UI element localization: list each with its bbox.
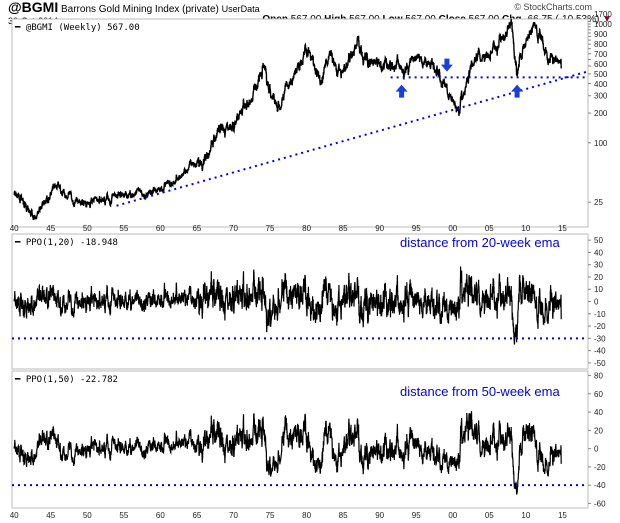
panel-frame-0 xyxy=(11,18,589,228)
x-tick-label: 60 xyxy=(156,511,165,520)
x-tick-label: 40 xyxy=(10,511,19,520)
x-tick-label: 45 xyxy=(46,224,55,233)
y-tick-label: 100 xyxy=(594,139,608,148)
y-tick-label: -40 xyxy=(594,347,606,356)
y-tick-label: 25 xyxy=(594,198,603,207)
x-tick-label: 55 xyxy=(119,511,128,520)
y-tick-label: 30 xyxy=(594,261,603,270)
x-tick-label: 75 xyxy=(266,511,275,520)
x-tick-label: 60 xyxy=(156,224,165,233)
y-tick-label: 500 xyxy=(594,70,608,79)
y-tick-label: 1700 xyxy=(594,10,612,19)
trendline xyxy=(116,70,589,207)
x-tick-label: 10 xyxy=(521,511,530,520)
y-tick-label: -30 xyxy=(594,334,606,343)
x-tick-label: 70 xyxy=(229,511,238,520)
x-tick-label: 00 xyxy=(448,224,457,233)
y-tick-label: 900 xyxy=(594,30,608,39)
up-arrow-icon xyxy=(511,84,524,98)
x-tick-label: 50 xyxy=(83,224,92,233)
y-tick-label: 300 xyxy=(594,92,608,101)
y-tick-label: 20 xyxy=(594,273,603,282)
x-tick-label: 85 xyxy=(339,224,348,233)
x-tick-label: 40 xyxy=(10,224,19,233)
x-tick-label: 95 xyxy=(412,511,421,520)
x-tick-label: 55 xyxy=(119,224,128,233)
y-tick-label: 40 xyxy=(594,408,603,417)
y-tick-label: 50 xyxy=(594,236,603,245)
ppo20-line xyxy=(13,266,562,345)
x-tick-label: 05 xyxy=(485,224,494,233)
legend-ppo20: ━ PPO(1,20) -18.948 xyxy=(15,238,118,248)
ppo50-line xyxy=(13,411,562,495)
y-tick-label: 1000 xyxy=(594,20,612,29)
x-tick-label: 95 xyxy=(412,224,421,233)
y-tick-label: 700 xyxy=(594,50,608,59)
y-tick-label: 400 xyxy=(594,80,608,89)
brand-link[interactable]: © StockCharts.com xyxy=(514,2,592,12)
y-tick-label: -60 xyxy=(594,499,606,508)
x-tick-label: 45 xyxy=(46,511,55,520)
y-tick-label: -10 xyxy=(594,310,606,319)
x-tick-label: 50 xyxy=(83,511,92,520)
legend-ppo50: ━ PPO(1,50) -22.782 xyxy=(15,375,118,385)
y-tick-label: -20 xyxy=(594,322,606,331)
y-tick-label: 10 xyxy=(594,285,603,294)
x-tick-label: 00 xyxy=(448,511,457,520)
x-tick-label: 05 xyxy=(485,511,494,520)
x-tick-label: 80 xyxy=(302,511,311,520)
y-tick-label: -20 xyxy=(594,463,606,472)
price-line xyxy=(13,18,562,221)
chart-title: @BGMI Barrons Gold Mining Index (private… xyxy=(8,0,260,17)
x-tick-label: 15 xyxy=(558,224,567,233)
annotation-50w: distance from 50-week ema xyxy=(400,384,560,399)
legend-ppo20-text: PPO(1,20) -18.948 xyxy=(25,238,118,248)
y-tick-label: 600 xyxy=(594,60,608,69)
legend-ppo50-text: PPO(1,50) -22.782 xyxy=(25,375,118,385)
y-tick-label: 40 xyxy=(594,248,603,257)
x-tick-label: 15 xyxy=(558,511,567,520)
x-tick-label: 85 xyxy=(339,511,348,520)
legend-price: ━ @BGMI (Weekly) 567.00 xyxy=(15,23,140,33)
up-arrow-icon xyxy=(395,84,408,98)
y-tick-label: 800 xyxy=(594,40,608,49)
x-tick-label: 80 xyxy=(302,224,311,233)
y-tick-label: 0 xyxy=(594,298,599,307)
down-triangle-icon: ▼ xyxy=(602,14,612,25)
y-tick-label: 60 xyxy=(594,390,603,399)
x-tick-label: 90 xyxy=(375,511,384,520)
symbol: @BGMI xyxy=(8,0,59,15)
index-name: Barrons Gold Mining Index (private) xyxy=(60,4,219,15)
data-source: UserData xyxy=(221,4,260,14)
y-tick-label: 0 xyxy=(594,445,599,454)
x-tick-label: 65 xyxy=(192,511,201,520)
y-tick-label: 80 xyxy=(594,372,603,381)
x-tick-label: 65 xyxy=(192,224,201,233)
legend-price-text: @BGMI (Weekly) 567.00 xyxy=(25,23,140,33)
x-tick-label: 75 xyxy=(266,224,275,233)
y-tick-label: -40 xyxy=(594,481,606,490)
y-tick-label: 200 xyxy=(594,109,608,118)
x-tick-label: 10 xyxy=(521,224,530,233)
x-tick-label: 90 xyxy=(375,224,384,233)
down-arrow-icon xyxy=(440,58,453,72)
y-tick-label: 20 xyxy=(594,426,603,435)
y-tick-label: -50 xyxy=(594,359,606,368)
x-tick-label: 70 xyxy=(229,224,238,233)
annotation-20w: distance from 20-week ema xyxy=(400,235,560,250)
